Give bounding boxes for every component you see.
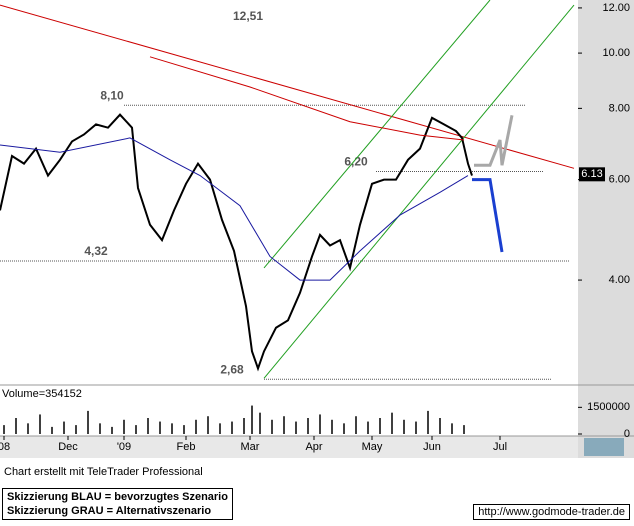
url: http://www.godmode-trader.de: [473, 504, 630, 520]
level-label: 8,10: [100, 88, 124, 102]
y-tick-label: 8.00: [609, 102, 630, 114]
x-tick-label: Apr: [305, 441, 322, 453]
footer: Chart erstellt mit TeleTrader Profession…: [4, 466, 203, 478]
volume-tick-label: 0: [624, 428, 630, 440]
level-label: 4,32: [84, 244, 108, 258]
legend-gray: Skizzierung GRAU = Alternativszenario: [7, 505, 212, 517]
axis-panel: [578, 0, 634, 458]
last-price-box: [579, 167, 605, 182]
legend-box: Skizzierung BLAU = bevorzugtes Szenario …: [2, 488, 233, 520]
y-tick-label: 6.00: [609, 174, 630, 186]
x-tick-label: '09: [117, 441, 131, 453]
x-tick-label: Jun: [423, 441, 441, 453]
series-line: [0, 137, 469, 281]
y-tick-label: 10.00: [602, 47, 630, 59]
level-label: 6,20: [344, 155, 368, 169]
trend-line: [0, 4, 575, 169]
volume-label: Volume=354152: [2, 388, 82, 400]
trend-line: [263, 0, 491, 269]
x-tick-label: Mar: [241, 441, 260, 453]
level-label: 12,51: [233, 9, 263, 23]
x-tick-label: 08: [0, 441, 10, 453]
level-label: 2,68: [220, 362, 244, 376]
logo: [584, 438, 624, 456]
x-tick-label: Feb: [177, 441, 196, 453]
date-panel: [0, 436, 578, 458]
volume-tick-label: 1500000: [587, 401, 630, 413]
series-line: [0, 113, 473, 372]
x-tick-label: Jul: [493, 441, 507, 453]
series-line: [149, 56, 465, 141]
legend-blue: Skizzierung BLAU = bevorzugtes Szenario: [7, 491, 228, 503]
y-tick-label: 12.00: [602, 2, 630, 14]
x-tick-label: May: [362, 441, 383, 453]
last-price-label: 6.13: [581, 168, 602, 180]
scenario-line: [472, 178, 504, 253]
x-tick-label: Dec: [58, 441, 78, 453]
y-tick-label: 4.00: [609, 274, 630, 286]
scenario-line: [474, 114, 514, 167]
trend-line: [263, 4, 575, 379]
